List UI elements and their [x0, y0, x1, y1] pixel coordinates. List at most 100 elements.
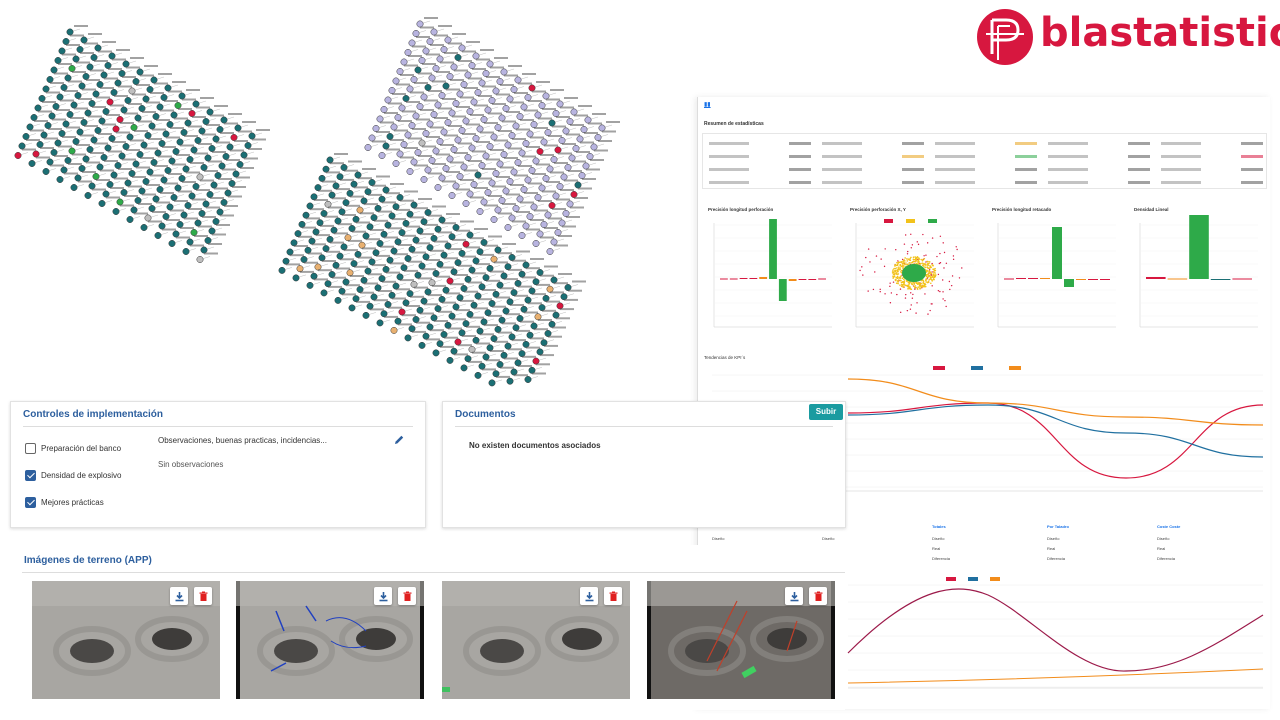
blast-hole[interactable]: [480, 116, 488, 123]
blast-hole[interactable]: [182, 248, 190, 255]
blast-hole[interactable]: [204, 154, 212, 162]
blast-hole[interactable]: [78, 165, 86, 172]
blast-hole[interactable]: [524, 94, 532, 101]
blast-hole[interactable]: [450, 63, 458, 71]
blast-hole[interactable]: [46, 76, 54, 83]
blast-hole[interactable]: [90, 136, 98, 144]
blast-hole[interactable]: [146, 86, 154, 93]
blast-hole[interactable]: [50, 149, 58, 156]
blast-hole[interactable]: [170, 194, 178, 201]
blast-hole[interactable]: [134, 114, 142, 122]
blast-hole[interactable]: [84, 192, 92, 199]
blast-hole[interactable]: [456, 173, 464, 180]
blast-hole[interactable]: [572, 145, 580, 152]
blast-hole[interactable]: [76, 46, 84, 53]
blast-hole[interactable]: [124, 179, 132, 187]
blast-hole[interactable]: [532, 157, 540, 165]
blast-hole[interactable]: [428, 157, 436, 164]
blast-hole[interactable]: [566, 118, 574, 125]
blast-hole[interactable]: [74, 92, 82, 99]
blast-hole[interactable]: [186, 238, 194, 246]
blast-hole[interactable]: [484, 189, 492, 196]
blast-hole[interactable]: [480, 198, 488, 206]
blast-hole[interactable]: [54, 139, 62, 147]
blast-hole[interactable]: [466, 190, 474, 198]
checkbox-checked[interactable]: [25, 469, 36, 481]
blast-hole[interactable]: [36, 141, 44, 148]
blast-hole[interactable]: [126, 216, 134, 223]
blast-hole[interactable]: [102, 108, 110, 115]
field-image[interactable]: [236, 581, 424, 699]
blast-hole[interactable]: [138, 105, 146, 112]
blast-hole[interactable]: [446, 155, 454, 163]
control-explosive-density[interactable]: Densidad de explosivo: [25, 469, 122, 481]
blast-hole[interactable]: [42, 168, 50, 175]
blast-hole[interactable]: [208, 227, 216, 235]
blast-hole[interactable]: [516, 113, 524, 120]
blast-hole[interactable]: [58, 47, 66, 55]
blast-hole[interactable]: [504, 224, 512, 231]
blast-hole[interactable]: [114, 79, 122, 87]
blast-hole[interactable]: [194, 219, 202, 227]
blast-hole[interactable]: [62, 120, 70, 128]
blast-hole[interactable]: [156, 186, 164, 193]
blast-hole[interactable]: [206, 108, 214, 116]
blast-hole[interactable]: [142, 178, 150, 185]
blast-hole[interactable]: [464, 154, 472, 161]
blast-hole[interactable]: [134, 197, 142, 204]
blast-hole[interactable]: [164, 84, 172, 92]
blast-hole[interactable]: [60, 84, 68, 91]
blast-hole[interactable]: [440, 46, 448, 53]
blast-hole[interactable]: [368, 134, 376, 142]
blast-hole[interactable]: [168, 157, 176, 165]
blast-hole[interactable]: [48, 112, 56, 120]
blast-hole[interactable]: [40, 131, 48, 139]
blast-hole[interactable]: [188, 110, 196, 117]
blast-hole[interactable]: [452, 182, 460, 190]
blast-hole[interactable]: [176, 221, 184, 228]
blast-hole[interactable]: [462, 117, 470, 125]
blast-hole[interactable]: [140, 224, 148, 231]
blast-hole[interactable]: [142, 95, 150, 103]
blast-hole[interactable]: [554, 146, 562, 154]
blast-hole[interactable]: [564, 164, 572, 171]
blast-hole[interactable]: [458, 127, 466, 134]
blast-hole[interactable]: [414, 66, 422, 74]
blast-hole[interactable]: [528, 167, 536, 174]
dashboard-link[interactable]: ▮▮: [704, 102, 711, 108]
blast-hole[interactable]: [424, 166, 432, 174]
blast-hole[interactable]: [508, 214, 516, 222]
blast-hole[interactable]: [482, 152, 490, 160]
blast-hole[interactable]: [232, 170, 240, 178]
blast-hole[interactable]: [122, 143, 130, 150]
blast-hole[interactable]: [420, 93, 428, 101]
control-bench-preparation[interactable]: Preparación del banco: [25, 442, 121, 454]
blast-hole[interactable]: [70, 101, 78, 109]
blast-hole[interactable]: [502, 187, 510, 195]
blast-hole[interactable]: [18, 142, 26, 150]
blast-hole[interactable]: [464, 71, 472, 79]
blast-hole[interactable]: [190, 229, 198, 236]
blast-hole[interactable]: [130, 206, 138, 214]
blast-hole[interactable]: [210, 181, 218, 189]
blast-hole[interactable]: [198, 210, 206, 217]
blast-hole[interactable]: [118, 70, 126, 77]
blast-hole[interactable]: [530, 203, 538, 211]
blast-hole[interactable]: [470, 98, 478, 106]
blast-hole[interactable]: [424, 84, 432, 91]
blast-hole[interactable]: [230, 134, 238, 141]
blast-hole[interactable]: [398, 104, 406, 112]
blast-hole[interactable]: [510, 168, 518, 176]
blast-hole[interactable]: [446, 356, 454, 364]
blast-hole[interactable]: [416, 20, 424, 28]
blast-hole[interactable]: [404, 334, 412, 342]
blast-hole[interactable]: [536, 148, 544, 155]
blast-hole[interactable]: [550, 238, 558, 246]
blast-hole[interactable]: [556, 100, 564, 108]
blast-hole[interactable]: [496, 78, 504, 85]
blast-hole[interactable]: [412, 112, 420, 120]
blast-hole[interactable]: [430, 111, 438, 118]
blast-hole[interactable]: [126, 133, 134, 141]
blast-hole[interactable]: [438, 174, 446, 182]
blast-hole[interactable]: [384, 96, 392, 104]
